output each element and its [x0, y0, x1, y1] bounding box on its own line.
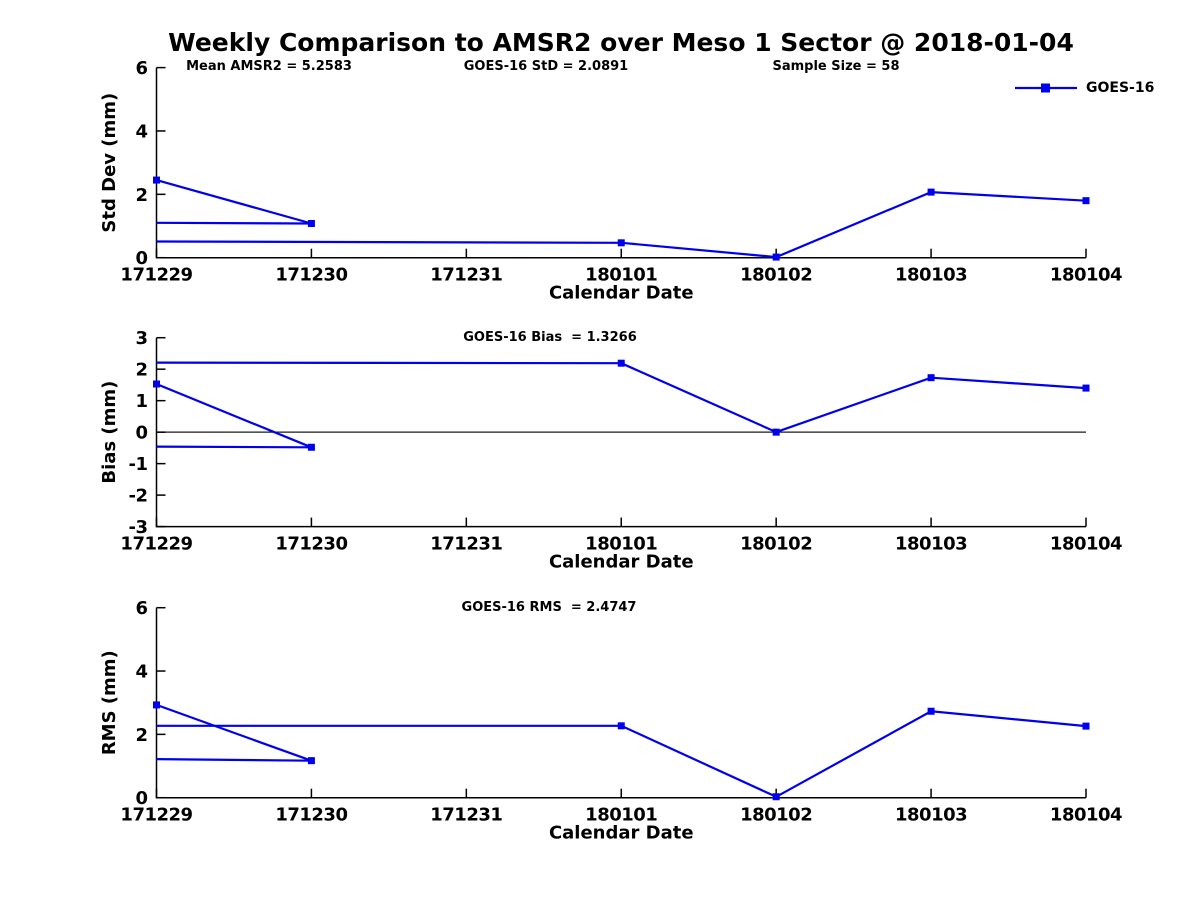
x-tick-label: 171231 [430, 805, 502, 826]
x-tick-label: 171230 [275, 265, 347, 286]
data-marker [307, 757, 315, 765]
data-marker [617, 359, 625, 367]
legend-label: GOES-16 [1086, 80, 1155, 96]
x-tick-label: 180103 [895, 805, 967, 826]
y-tick-label: 1 [135, 391, 147, 412]
y-tick-label: 6 [135, 598, 147, 619]
y-tick-label: 2 [135, 360, 147, 381]
data-marker [617, 239, 625, 247]
data-line [156, 190, 1087, 259]
y-tick-label: -2 [129, 486, 148, 507]
x-tick-label: 171231 [430, 534, 502, 555]
data-line [156, 758, 312, 762]
data-marker [617, 722, 625, 730]
data-line [156, 221, 312, 225]
y-tick-label: 4 [135, 121, 147, 142]
x-axis-label: Calendar Date [549, 283, 694, 304]
data-marker [1082, 197, 1090, 205]
y-axis-label: Std Dev (mm) [99, 93, 120, 233]
data-marker [307, 219, 315, 227]
data-marker [927, 707, 935, 715]
x-tick-label: 180102 [740, 534, 812, 555]
x-tick-label: 180102 [740, 265, 812, 286]
rms-chart: 0 2 4 6 171229 171230 171231 180101 180102 180103… [99, 598, 1123, 844]
x-tick-label: 180102 [740, 805, 812, 826]
data-marker [772, 253, 780, 261]
legend-marker-icon [1041, 83, 1050, 93]
y-axis-label: RMS (mm) [99, 650, 120, 755]
annotation-sample-size: Sample Size = 58 [772, 59, 900, 74]
x-tick-label: 171230 [275, 805, 347, 826]
axes [155, 607, 1086, 799]
std-dev-chart: 0 2 4 6 171229 171230 171231 180101 180102 180103… [99, 58, 1123, 304]
x-tick-label: 180101 [585, 805, 657, 826]
y-tick-label: -1 [129, 454, 148, 475]
x-tick-label: 171229 [120, 534, 192, 555]
annotation-goes16-bias: GOES-16 Bias = 1.3266 [463, 330, 637, 345]
data-marker [153, 176, 160, 184]
x-tick-label: 180103 [895, 265, 967, 286]
y-tick-label: 0 [135, 248, 147, 269]
y-tick-label: 3 [135, 328, 147, 349]
data-line [156, 361, 1087, 434]
y-tick-label: 0 [135, 788, 147, 809]
data-line [156, 382, 312, 449]
y-tick-label: -3 [129, 517, 148, 538]
y-tick-label: 4 [135, 662, 147, 683]
x-tick-label: 180103 [895, 534, 967, 555]
legend: GOES-16 [1014, 80, 1154, 96]
x-tick-label: 180104 [1050, 805, 1122, 826]
data-marker [772, 793, 780, 801]
axes [155, 67, 1086, 259]
x-axis-label: Calendar Date [549, 552, 694, 573]
y-tick-label: 6 [135, 58, 147, 79]
x-tick-label: 171229 [120, 805, 192, 826]
x-axis-label: Calendar Date [549, 823, 694, 844]
data-line [156, 703, 312, 762]
figure-title: Weekly Comparison to AMSR2 over Meso 1 S… [168, 28, 1074, 57]
legend-line-sample [1015, 83, 1077, 93]
data-marker [1082, 722, 1090, 730]
data-marker [307, 443, 315, 451]
data-marker [772, 428, 780, 436]
data-marker [927, 374, 935, 382]
y-tick-label: 2 [135, 725, 147, 746]
data-marker [1082, 384, 1090, 392]
data-marker [153, 380, 160, 388]
bias-chart: -3 -2 -1 0 1 2 3 171229 171230 171231 180101 180102… [99, 328, 1123, 573]
y-axis-label: Bias (mm) [99, 381, 120, 484]
y-tick-label: 0 [135, 423, 147, 444]
data-marker [153, 701, 160, 709]
annotation-goes16-rms: GOES-16 RMS = 2.4747 [461, 600, 637, 615]
x-tick-label: 171230 [275, 534, 347, 555]
x-tick-label: 171231 [430, 265, 502, 286]
y-tick-label: 2 [135, 185, 147, 206]
annotation-mean-amsr2: Mean AMSR2 = 5.2583 [186, 59, 352, 74]
x-tick-label: 180104 [1050, 534, 1122, 555]
annotation-goes16-std: GOES-16 StD = 2.0891 [463, 59, 629, 74]
data-line [156, 445, 312, 449]
data-marker [927, 188, 935, 196]
x-tick-label: 180104 [1050, 265, 1122, 286]
x-tick-label: 171229 [120, 265, 192, 286]
data-line [156, 179, 312, 225]
x-tick-label: 180101 [585, 534, 657, 555]
x-tick-label: 180101 [585, 265, 657, 286]
